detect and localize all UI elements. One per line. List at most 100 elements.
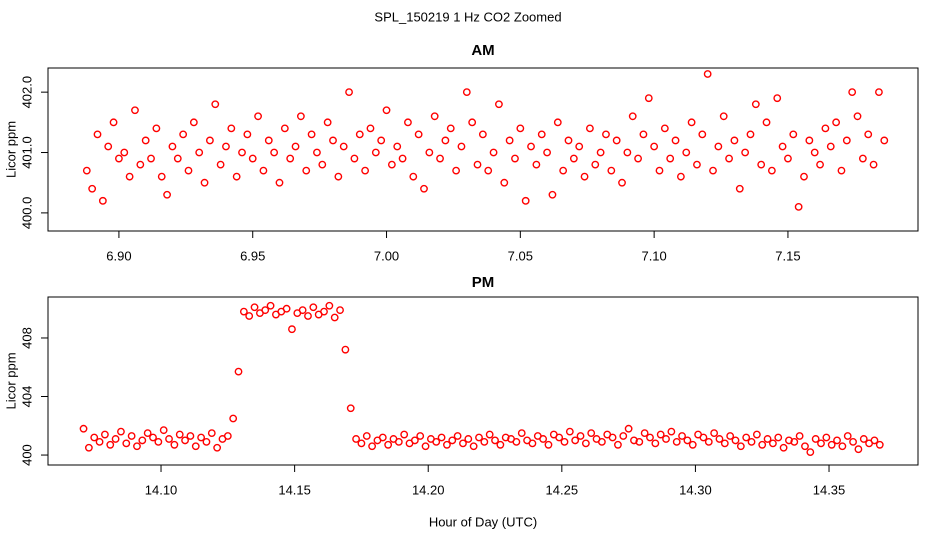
data-point	[243, 130, 252, 139]
data-point	[280, 124, 289, 133]
data-point	[302, 166, 311, 175]
data-point	[239, 307, 248, 316]
data-point	[104, 142, 113, 151]
data-point	[181, 436, 189, 445]
data-point	[838, 442, 847, 451]
data-point	[432, 437, 441, 446]
x-tick-label: 14.10	[145, 482, 178, 497]
data-point	[227, 124, 236, 133]
data-point	[505, 136, 514, 145]
data-point	[213, 443, 222, 452]
data-point	[682, 148, 691, 157]
data-point	[683, 436, 692, 445]
data-point	[564, 136, 573, 145]
data-point	[598, 437, 606, 446]
data-point	[398, 154, 407, 163]
data-point	[232, 172, 241, 181]
data-point	[222, 142, 230, 151]
data-point	[853, 112, 862, 121]
data-point	[837, 166, 846, 175]
data-point	[801, 442, 809, 451]
x-tick-label: 14.20	[412, 482, 445, 497]
data-point	[189, 118, 198, 127]
data-point	[672, 437, 681, 446]
data-point	[457, 142, 466, 151]
data-point	[527, 142, 535, 151]
data-point	[206, 136, 214, 145]
data-point	[350, 154, 359, 163]
data-point	[307, 130, 316, 139]
data-point	[817, 439, 825, 448]
data-point	[357, 439, 366, 448]
data-point	[138, 436, 147, 445]
data-point	[821, 124, 830, 133]
data-point	[394, 437, 403, 446]
data-point	[127, 432, 136, 440]
data-point	[131, 106, 139, 115]
data-point	[576, 432, 585, 440]
data-point	[858, 154, 867, 163]
data-point	[304, 312, 312, 320]
data-point	[170, 440, 179, 449]
x-tick-label: 7.10	[641, 248, 666, 263]
data-point	[742, 433, 751, 442]
data-point	[810, 148, 819, 157]
data-point	[719, 112, 728, 121]
data-point	[543, 148, 551, 157]
data-point	[147, 154, 155, 163]
data-point	[586, 124, 594, 133]
data-point	[773, 94, 782, 103]
data-point	[484, 166, 493, 175]
data-point	[125, 172, 134, 181]
data-point	[709, 166, 717, 175]
data-point	[464, 435, 473, 443]
data-point	[571, 436, 580, 445]
panel-title: PM	[472, 274, 495, 291]
data-point	[843, 432, 852, 440]
data-point	[634, 154, 642, 163]
data-point	[420, 184, 428, 193]
data-point	[202, 437, 211, 446]
data-point	[336, 306, 344, 315]
data-point	[184, 166, 193, 175]
data-point	[608, 433, 617, 442]
data-point	[469, 442, 478, 451]
data-point	[404, 118, 412, 127]
data-point	[678, 432, 686, 440]
data-point	[270, 148, 279, 157]
data-point	[82, 166, 91, 175]
data-point	[704, 437, 713, 446]
data-point	[122, 439, 131, 448]
data-point	[650, 142, 659, 151]
x-tick-label: 14.15	[278, 482, 311, 497]
data-point	[291, 142, 300, 151]
data-point	[325, 301, 334, 310]
data-point	[763, 435, 772, 443]
data-point	[133, 442, 141, 451]
data-point	[459, 439, 467, 448]
data-point	[361, 166, 370, 175]
data-point	[346, 404, 355, 413]
data-point	[688, 440, 697, 449]
y-axis-label: Licor ppm	[3, 352, 18, 409]
data-point	[430, 112, 439, 121]
data-point	[710, 429, 719, 437]
data-point	[79, 424, 88, 433]
data-point	[869, 160, 878, 169]
data-point	[849, 437, 857, 446]
data-point	[559, 166, 568, 175]
data-point	[880, 136, 889, 145]
y-axis-label: Licor ppm	[3, 121, 18, 178]
data-point	[200, 178, 209, 187]
panel: PM 14.10 14.15 14.20 14.25 14.30 14.35 400 404 40…	[3, 274, 919, 529]
data-point	[473, 160, 482, 169]
data-point	[795, 432, 804, 440]
data-point	[286, 154, 295, 163]
data-point	[491, 436, 499, 445]
data-point	[259, 166, 268, 175]
data-point	[735, 184, 744, 193]
data-point	[175, 430, 184, 439]
data-point	[339, 142, 348, 151]
data-point	[195, 148, 204, 157]
